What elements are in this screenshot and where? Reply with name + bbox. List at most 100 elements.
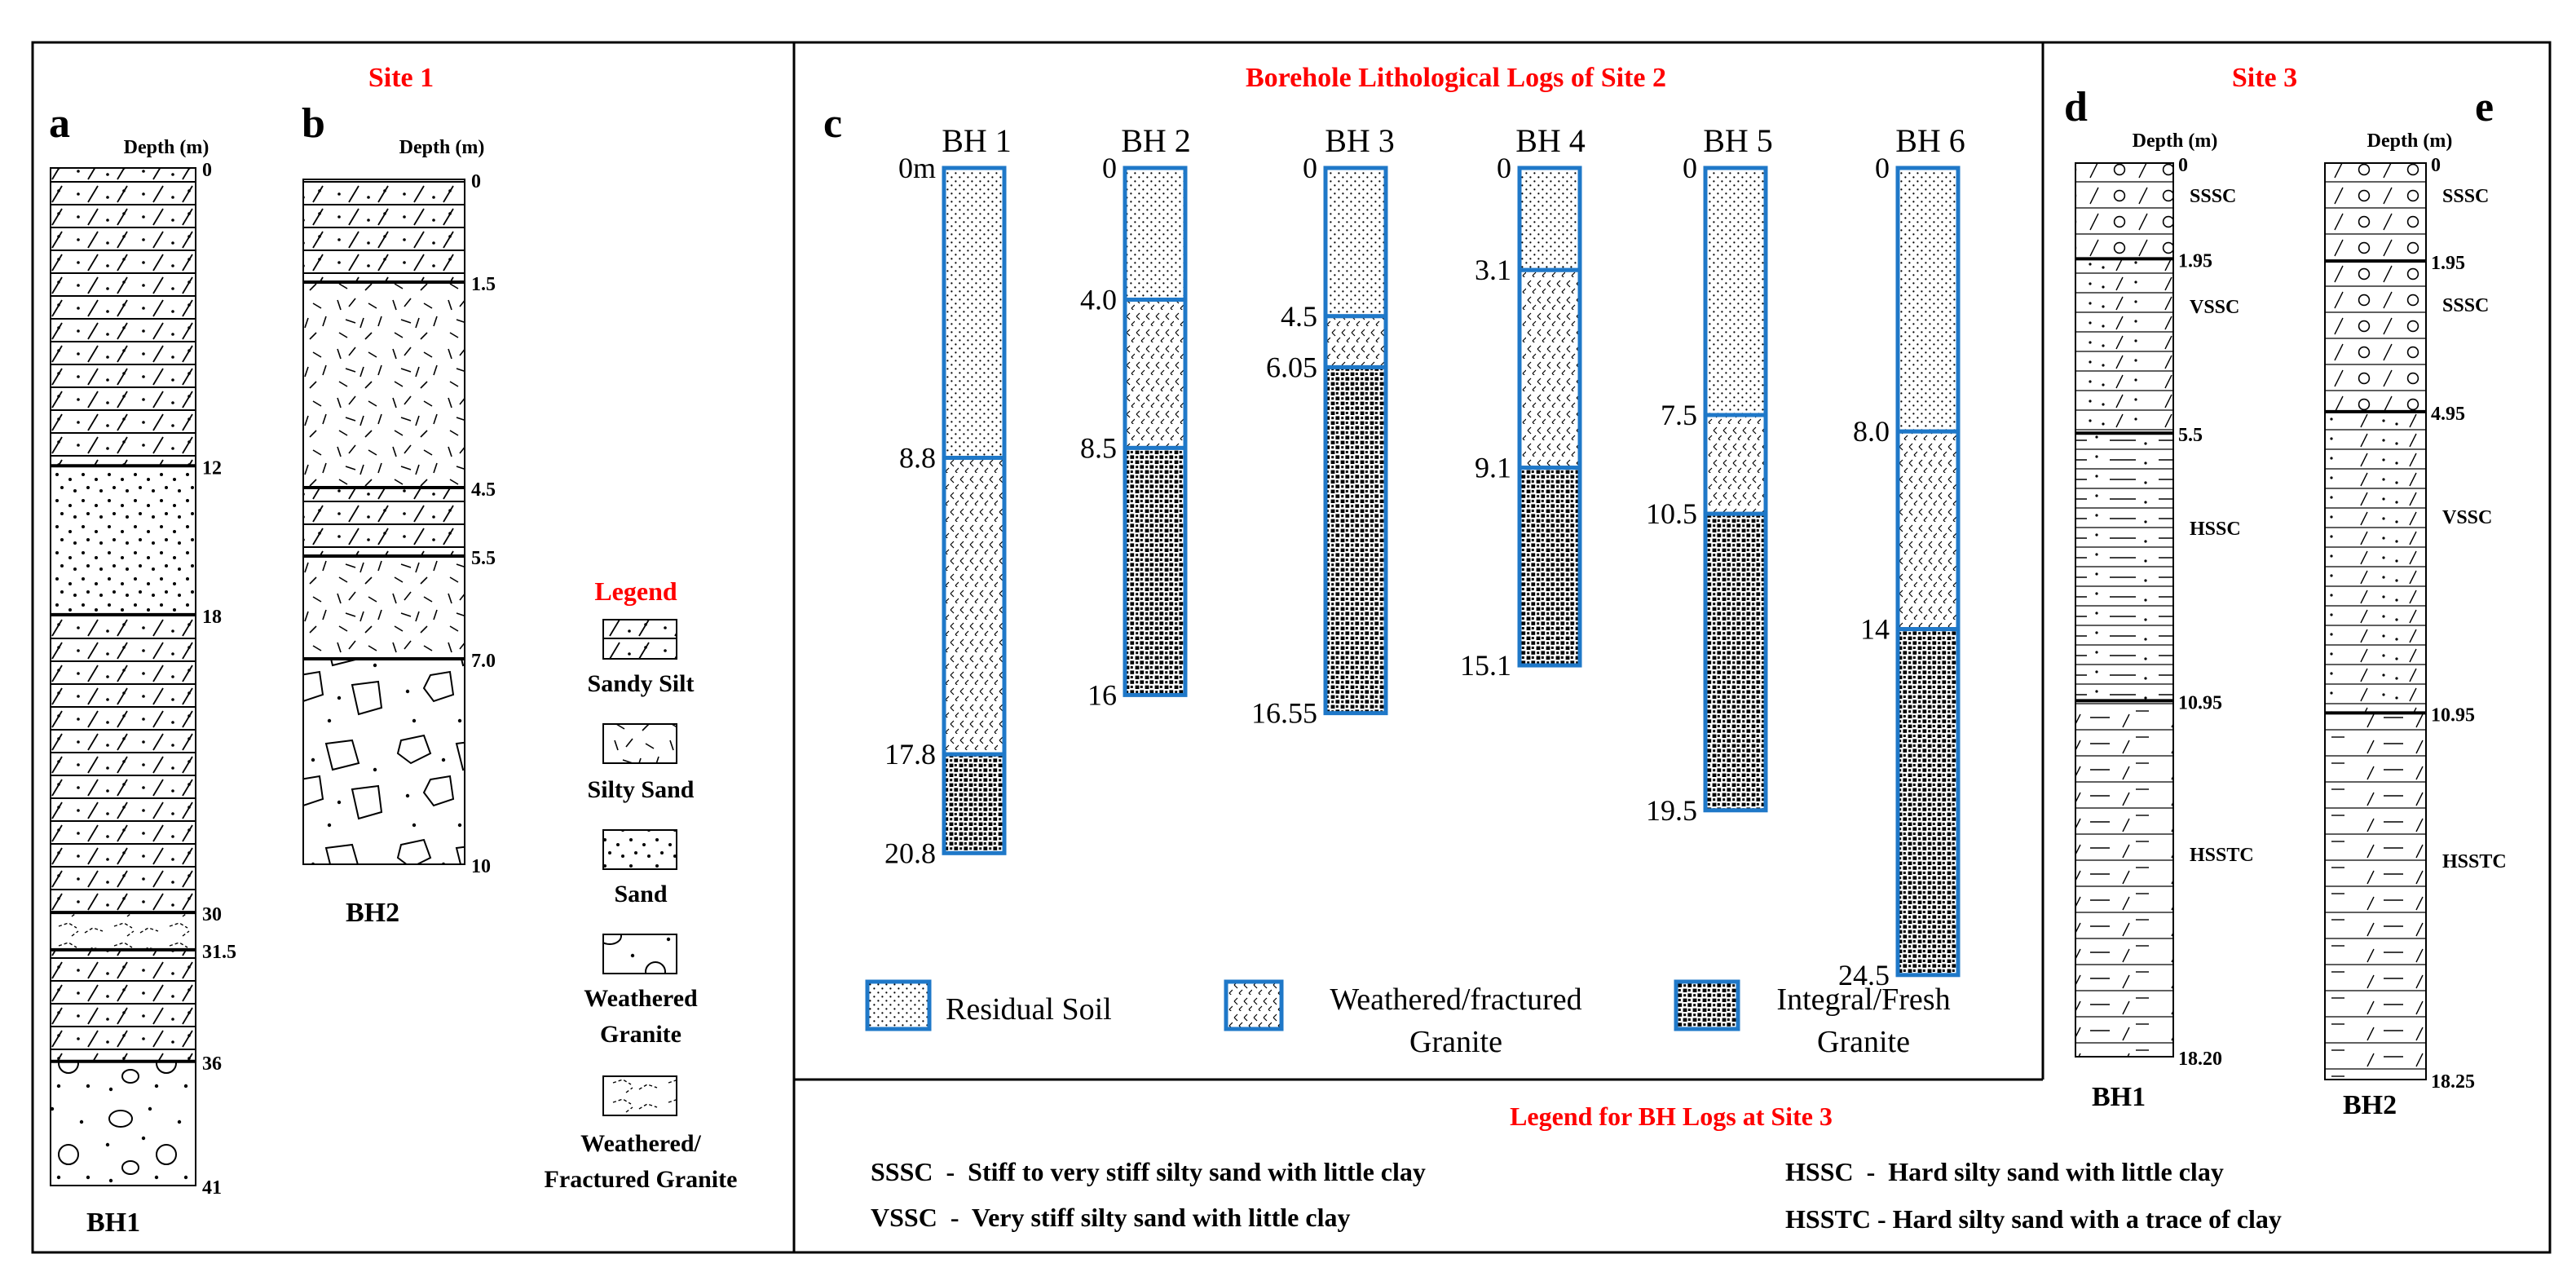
site3-legend-title: Legend for BH Logs at Site 3 <box>1510 1102 1833 1131</box>
depth-label: 0 <box>1875 152 1890 184</box>
site1-bh2-label: BH2 <box>346 898 399 928</box>
layer-vssc <box>2075 258 2174 435</box>
legend-swatch-silty-sand <box>602 723 677 764</box>
legend-label: Fractured Granite <box>545 1166 738 1193</box>
legend-swatch-sand <box>602 829 677 870</box>
borehole-label: BH 1 <box>942 122 1012 159</box>
layer-weathered-fractured <box>1703 413 1768 516</box>
depth-label: 3.1 <box>1475 254 1511 286</box>
layer-hsstc <box>2324 712 2427 1081</box>
site3-bh1-label: BH1 <box>2092 1082 2146 1112</box>
depth-label: 8.8 <box>899 442 936 475</box>
legend-swatch-weathered-fractured <box>1224 979 1284 1031</box>
depth-label: 18.20 <box>2178 1049 2222 1070</box>
site3-legend-hsstc: HSSTC - Hard silty sand with a trace of … <box>1785 1204 2282 1234</box>
layer-weathered-fractured <box>1517 267 1582 470</box>
site3-legend-sssc: SSSC - Stiff to very stiff silty sand wi… <box>871 1157 1426 1186</box>
panel-c-letter: c <box>823 100 842 147</box>
depth-header-a: Depth (m) <box>124 137 210 158</box>
borehole-label: BH 3 <box>1325 122 1395 159</box>
legend-label: Weathered <box>584 985 698 1012</box>
legend-label: Weathered/ <box>580 1130 701 1157</box>
legend-swatch-weathered-fractured-granite <box>602 1075 677 1116</box>
layer-sandy-silt <box>50 948 196 1062</box>
depth-label: 8.5 <box>1080 431 1117 464</box>
layer-sandy-silt <box>50 613 196 914</box>
depth-label: 5.5 <box>471 548 496 569</box>
site1-bh1-log: 0 12 18 30 31.5 36 41 <box>50 160 236 1199</box>
depth-label: 4.0 <box>1080 284 1117 316</box>
depth-label: 9.1 <box>1475 452 1511 484</box>
layer-integral-fresh <box>1123 445 1188 697</box>
depth-label: 4.5 <box>471 479 496 501</box>
depth-header-b: Depth (m) <box>399 137 485 158</box>
layer-code-label: SSSC <box>2442 295 2489 316</box>
layer-hsstc <box>2075 700 2174 1058</box>
legend-swatch-residual-soil <box>865 979 932 1031</box>
depth-label: 8.0 <box>1853 415 1890 448</box>
layer-sand <box>50 465 196 616</box>
depth-label: 24.5 <box>1838 959 1890 991</box>
depth-label: 0 <box>2431 155 2441 176</box>
site1-legend-title: Legend <box>594 576 677 606</box>
depth-label: 6.05 <box>1266 351 1317 383</box>
depth-label: 0 <box>471 171 481 192</box>
site2-title: Borehole Lithological Logs of Site 2 <box>1246 63 1666 93</box>
site1-bh1-label: BH1 <box>86 1208 140 1238</box>
depth-label: 14 <box>1860 613 1890 646</box>
depth-label: 0 <box>1102 152 1117 184</box>
borehole-label: BH 2 <box>1121 122 1191 159</box>
layer-residual-soil <box>1123 166 1188 302</box>
depth-label: 7.5 <box>1661 399 1697 431</box>
layer-sssc <box>2324 162 2427 263</box>
depth-label: 16.55 <box>1251 697 1317 730</box>
site3-legend-hssc: HSSC - Hard silty sand with little clay <box>1785 1157 2224 1186</box>
site1-legend: Sandy Silt Silty Sand Sand Weathered Granite… <box>545 619 738 1193</box>
legend-label: Integral/Fresh <box>1776 983 1950 1017</box>
layer-weathered-fractured <box>1323 314 1388 369</box>
depth-label: 15.1 <box>1460 649 1511 682</box>
site2-legend: Residual Soil Weathered/fractured Granite I… <box>865 979 1951 1059</box>
depth-label: 31.5 <box>202 942 236 963</box>
depth-label: 1.5 <box>471 274 496 295</box>
layer-sssc <box>2324 260 2427 413</box>
depth-label: 0 <box>1303 152 1317 184</box>
layer-code-label: VSSC <box>2190 297 2239 318</box>
legend-label: Sand <box>614 881 667 907</box>
depth-label: 18.25 <box>2431 1071 2475 1093</box>
depth-label: 36 <box>202 1053 222 1075</box>
depth-label: 7.0 <box>471 651 496 672</box>
layer-code-label: HSSTC <box>2190 845 2254 866</box>
layer-sssc <box>2075 162 2174 260</box>
layer-weathered-granite <box>302 658 465 865</box>
legend-swatch-weathered-granite <box>602 934 677 974</box>
borehole-label: BH 5 <box>1703 122 1773 159</box>
depth-label: 0 <box>2178 155 2188 176</box>
depth-label: 1.95 <box>2431 253 2465 274</box>
borehole-label: BH 6 <box>1895 122 1965 159</box>
depth-label: 1.95 <box>2178 250 2212 272</box>
layer-residual-soil <box>1703 166 1768 417</box>
layer-integral-fresh <box>1703 511 1768 813</box>
depth-label: 10.95 <box>2178 692 2222 713</box>
layer-integral-fresh <box>1323 364 1388 716</box>
layer-weathered-fractured <box>1123 298 1188 450</box>
legend-label: Weathered/fractured <box>1330 983 1581 1017</box>
depth-header-e: Depth (m) <box>2367 130 2453 152</box>
layer-residual-soil <box>1323 166 1388 319</box>
site3-bh2-log: 0 1.95 4.95 10.95 18.25 SSSC SSSC VSSC HSSTC <box>2324 155 2507 1093</box>
depth-label: 19.5 <box>1646 794 1697 827</box>
depth-label: 0 <box>1497 152 1511 184</box>
layer-sandy-silt <box>302 487 465 557</box>
depth-label: 10 <box>471 856 491 877</box>
legend-swatch-integral-fresh <box>1674 979 1740 1031</box>
layer-sandy-silt <box>302 179 465 283</box>
depth-label: 0 <box>202 160 212 181</box>
site1-bh2-log: 0 1.5 4.5 5.5 7.0 10 <box>302 171 496 877</box>
layer-silty-sand <box>302 555 465 660</box>
layer-sandy-silt <box>50 167 196 467</box>
layer-integral-fresh <box>1895 627 1961 978</box>
borehole-label: BH 4 <box>1515 122 1586 159</box>
layer-code-label: VSSC <box>2442 507 2492 528</box>
